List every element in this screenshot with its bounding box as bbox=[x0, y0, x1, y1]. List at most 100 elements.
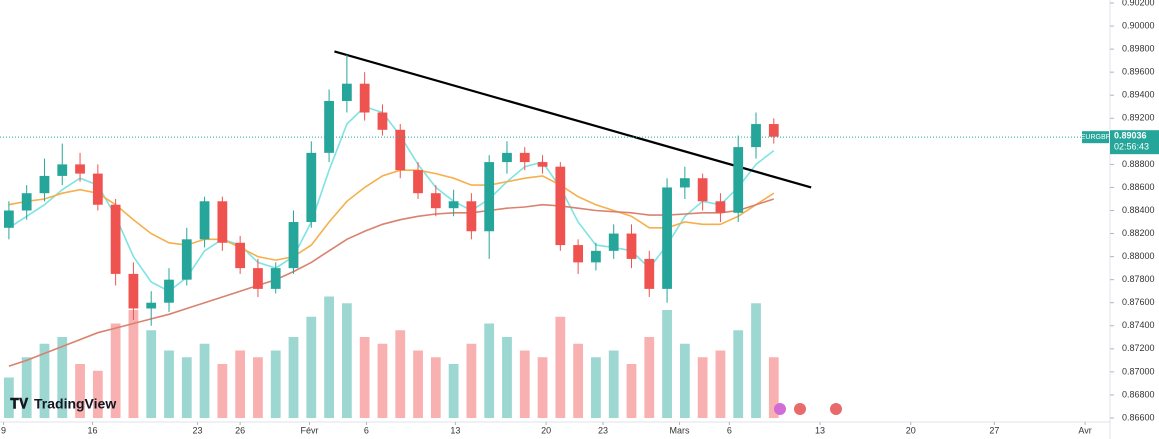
candle-body bbox=[555, 166, 566, 246]
y-tick-label: 0.87600 bbox=[1122, 297, 1155, 307]
volume-bar bbox=[21, 357, 32, 418]
volume-bar bbox=[110, 323, 121, 418]
x-tick-label: 6 bbox=[727, 425, 732, 435]
y-tick-label: 0.86600 bbox=[1122, 412, 1155, 422]
volume-bar bbox=[164, 350, 174, 418]
event-icon[interactable] bbox=[830, 403, 842, 415]
candle-body bbox=[377, 112, 388, 130]
candle-body bbox=[253, 268, 263, 289]
volume-bar bbox=[146, 330, 157, 418]
y-tick-label: 0.89400 bbox=[1122, 90, 1155, 100]
candle-body bbox=[608, 233, 619, 251]
x-tick-label: 13 bbox=[450, 425, 460, 435]
event-icon[interactable] bbox=[774, 403, 786, 415]
x-tick-label: 6 bbox=[364, 425, 369, 435]
volume-bar bbox=[181, 357, 192, 418]
y-tick-label: 0.87200 bbox=[1122, 343, 1155, 353]
candle-body bbox=[181, 239, 192, 280]
logo: 𝐓𝐕 TradingView bbox=[10, 396, 116, 412]
y-tick-label: 0.88000 bbox=[1122, 251, 1155, 261]
candle-layer bbox=[4, 54, 779, 326]
candle-body bbox=[697, 178, 708, 202]
x-tick-label: 20 bbox=[906, 425, 916, 435]
y-tick-label: 0.87800 bbox=[1122, 274, 1155, 284]
x-tick-label: 23 bbox=[192, 425, 202, 435]
candle-body bbox=[662, 187, 672, 289]
volume-bar bbox=[39, 343, 50, 418]
candle-body bbox=[591, 250, 601, 263]
volume-bar bbox=[235, 350, 246, 418]
y-tick-label: 0.90000 bbox=[1122, 20, 1155, 30]
candle-body bbox=[502, 152, 512, 163]
volume-bar bbox=[448, 364, 459, 418]
candle-body bbox=[146, 302, 157, 309]
volume-layer bbox=[4, 296, 779, 418]
candle-body bbox=[466, 201, 477, 232]
x-tick-label: 20 bbox=[541, 425, 551, 435]
candle-body bbox=[751, 124, 761, 148]
volume-bar bbox=[626, 364, 637, 418]
x-tick-label: 26 bbox=[235, 425, 245, 435]
volume-bar bbox=[413, 350, 423, 418]
volume-bar bbox=[502, 337, 512, 418]
candle-body bbox=[4, 210, 14, 228]
y-tick-label: 0.88800 bbox=[1122, 159, 1155, 169]
volume-bar bbox=[519, 350, 530, 418]
candle-body bbox=[519, 152, 530, 163]
event-icon[interactable] bbox=[794, 403, 806, 415]
candle-body bbox=[626, 233, 637, 259]
x-tick-label: Mars bbox=[670, 425, 690, 435]
price-label: 0.89036 bbox=[1114, 131, 1147, 141]
candle-body bbox=[270, 268, 281, 289]
moving-average bbox=[8, 198, 775, 367]
candle-body bbox=[110, 204, 121, 274]
candle-body bbox=[235, 242, 246, 269]
volume-bar bbox=[324, 296, 334, 418]
x-tick-label: 13 bbox=[815, 425, 825, 435]
candle-body bbox=[359, 83, 370, 113]
candle-body bbox=[644, 258, 655, 289]
volume-bar bbox=[555, 316, 566, 418]
logo-mark: 𝐓𝐕 bbox=[10, 396, 29, 412]
candle-body bbox=[537, 162, 548, 167]
volume-bar bbox=[341, 303, 352, 418]
y-tick-label: 0.88200 bbox=[1122, 228, 1155, 238]
y-tick-label: 0.87000 bbox=[1122, 366, 1155, 376]
volume-bar bbox=[377, 343, 388, 418]
volume-bar bbox=[697, 357, 708, 418]
volume-bar bbox=[484, 323, 495, 418]
candle-body bbox=[39, 175, 50, 194]
symbol-label: EURGBP bbox=[1081, 134, 1111, 141]
x-tick-label: Févr bbox=[301, 425, 319, 435]
candle-body bbox=[341, 83, 352, 101]
candle-body bbox=[733, 147, 744, 213]
y-tick-label: 0.87400 bbox=[1122, 320, 1155, 330]
candle-body bbox=[306, 152, 317, 223]
candle-body bbox=[484, 162, 495, 232]
x-tick-label: 23 bbox=[598, 425, 608, 435]
candle-body bbox=[128, 273, 139, 309]
volume-bar bbox=[768, 357, 779, 418]
candle-body bbox=[75, 164, 85, 174]
x-tick-label: 16 bbox=[87, 425, 97, 435]
volume-bar bbox=[466, 343, 477, 418]
volume-bar bbox=[715, 350, 726, 418]
moving-average bbox=[8, 169, 775, 261]
candle-body bbox=[217, 201, 228, 243]
volume-bar bbox=[733, 330, 744, 418]
volume-bar bbox=[57, 337, 68, 418]
volume-bar bbox=[644, 337, 655, 418]
volume-bar bbox=[359, 337, 370, 418]
volume-bar bbox=[306, 316, 317, 418]
volume-bar bbox=[751, 303, 761, 418]
volume-bar bbox=[573, 343, 584, 418]
volume-bar bbox=[537, 357, 548, 418]
candle-body bbox=[199, 201, 210, 240]
candle-body bbox=[21, 193, 32, 211]
volume-bar bbox=[199, 343, 210, 418]
x-tick-label: 9 bbox=[1, 425, 6, 435]
volume-bar bbox=[395, 330, 406, 418]
candle-body bbox=[715, 201, 726, 213]
candle-body bbox=[679, 178, 690, 188]
